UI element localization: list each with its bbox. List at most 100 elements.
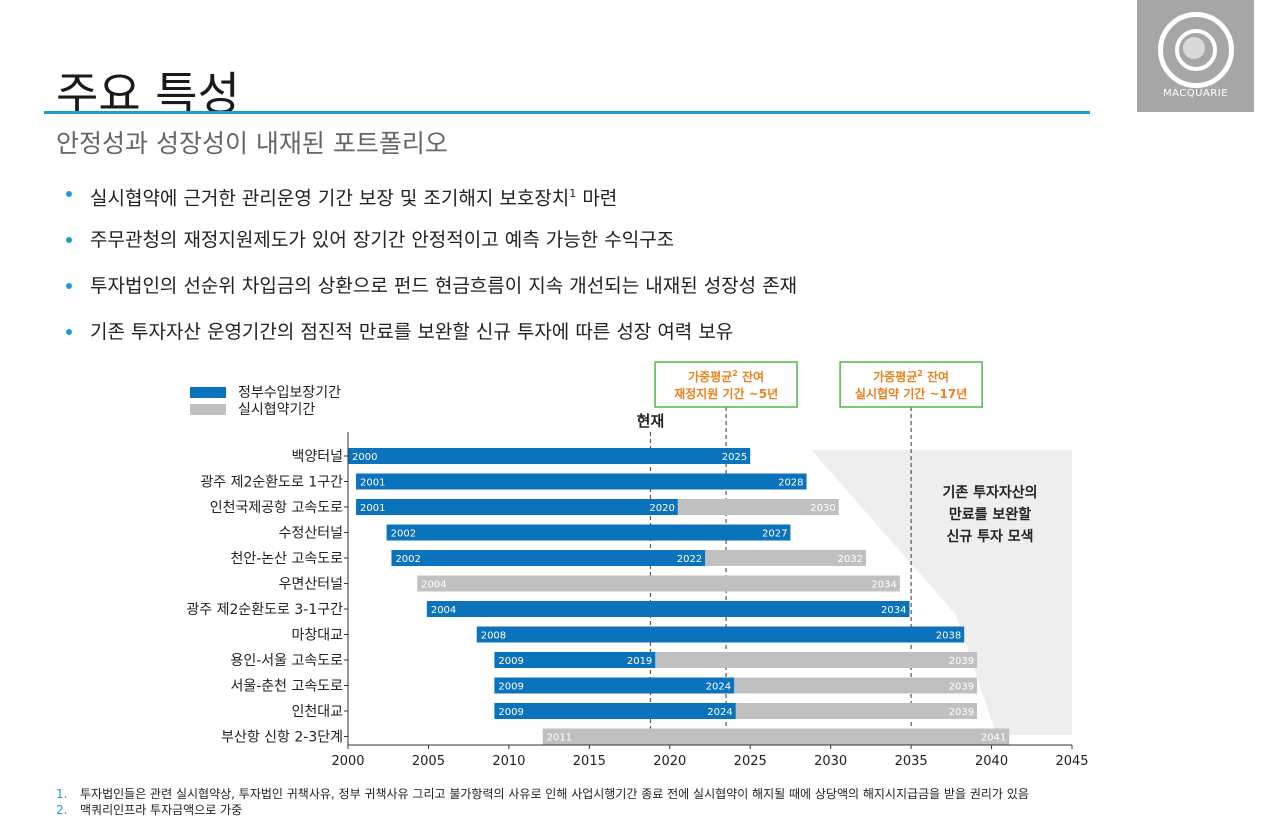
legend-swatch	[190, 404, 226, 415]
concession-bar	[542, 728, 1010, 745]
bullet-list: 실시협약에 근거한 관리운영 기간 보장 및 조기해지 보호장치1 마련 주무관…	[62, 176, 797, 360]
bar-start-label: 2002	[391, 529, 416, 540]
bar-start-label: 2002	[395, 554, 420, 565]
legend-label: 실시협약기간	[238, 402, 315, 418]
callout-line-1: 가중평균2 잔여	[688, 369, 764, 384]
bar-start-label: 2000	[352, 452, 377, 463]
project-label: 서울-춘천 고속도로	[230, 679, 343, 695]
bar-guarantee-end-label: 2038	[936, 631, 961, 642]
bullet-text: 기존 투자자산 운영기간의 점진적 만료를 보완할 신규 투자에 따른 성장 여…	[90, 321, 734, 343]
legend-label: 정부수입보장기간	[238, 385, 341, 401]
bar-guarantee-end-label: 2024	[706, 682, 731, 693]
x-tick-label: 2030	[814, 754, 847, 769]
x-tick-label: 2020	[653, 754, 686, 769]
bar-start-label: 2001	[360, 503, 385, 514]
guarantee-bar	[391, 550, 706, 566]
bar-start-label: 2001	[360, 478, 385, 489]
footnote-ref: 1	[569, 187, 577, 200]
project-label: 백양터널	[291, 449, 343, 465]
project-label: 용인-서울 고속도로	[230, 653, 343, 669]
bullet-text: 주무관청의 재정지원제도가 있어 장기간 안정적이고 예측 가능한 수익구조	[90, 229, 675, 251]
bullet-text: 실시협약에 근거한 관리운영 기간 보장 및 조기해지 보호장치	[90, 187, 570, 210]
bar-guarantee-end-label: 2027	[762, 529, 787, 540]
callout-line-2: 실시협약 기간 ~17년	[855, 386, 967, 401]
guarantee-bar	[356, 499, 678, 515]
x-tick-label: 2045	[1055, 754, 1088, 769]
guarantee-bar	[356, 473, 807, 490]
logo-text: MACQUARIE	[1162, 88, 1229, 99]
callout-line-1: 가중평균2 잔여	[873, 369, 949, 384]
project-label: 우면산터널	[279, 577, 343, 593]
bullet-text-suffix: 마련	[576, 187, 618, 210]
bar-guarantee-end-label: 2034	[881, 605, 906, 616]
bar-concession-end-label: 2039	[949, 682, 974, 693]
page-subtitle: 안정성과 성장성이 내재된 포트폴리오	[56, 129, 448, 158]
concession-bar	[705, 550, 867, 566]
footnote-1: 1. 투자법인들은 관련 실시협약상, 투자법인 귀책사유, 정부 귀책사유 그리…	[56, 786, 1029, 802]
side-note-line: 기존 투자자산의	[942, 484, 1037, 501]
guarantee-bar	[386, 524, 791, 541]
bar-start-label: 2009	[498, 656, 523, 667]
macquarie-logo: MACQUARIE	[1137, 0, 1254, 112]
callout-line-2: 재정지원 기간 ~5년	[674, 386, 778, 401]
bar-concession-end-label: 2030	[810, 503, 835, 514]
project-label: 부산항 신항 2-3단계	[221, 730, 343, 746]
bar-concession-end-label: 2039	[949, 707, 974, 718]
x-tick-label: 2035	[895, 754, 928, 769]
footnote-text: 맥쿼리인프라 투자금액으로 가중	[80, 803, 243, 817]
project-label: 천안-논산 고속도로	[230, 551, 343, 567]
x-tick-label: 2010	[492, 754, 525, 769]
guarantee-bar	[494, 703, 736, 719]
concession-bar	[677, 499, 839, 515]
bar-guarantee-end-label: 2025	[722, 452, 747, 463]
concession-bar	[735, 703, 978, 719]
callout-box	[654, 361, 798, 408]
bar-concession-end-label: 2032	[838, 554, 863, 565]
callout-box	[839, 361, 983, 408]
project-label: 수정산터널	[279, 526, 343, 542]
guarantee-bar	[426, 601, 910, 617]
bullet-item: 주무관청의 재정지원제도가 있어 장기간 안정적이고 예측 가능한 수익구조	[62, 222, 797, 268]
title-divider	[44, 111, 1090, 114]
current-marker-label: 현재	[637, 412, 665, 430]
project-label: 인천대교	[291, 704, 343, 720]
guarantee-bar	[494, 677, 735, 694]
bar-concession-end-label: 2034	[871, 580, 896, 591]
bullet-item: 기존 투자자산 운영기간의 점진적 만료를 보완할 신규 투자에 따른 성장 여…	[62, 314, 797, 360]
bar-start-label: 2008	[481, 631, 506, 642]
logo-core-icon	[1183, 37, 1205, 59]
bar-start-label: 2009	[498, 707, 523, 718]
concession-bar	[734, 677, 978, 694]
bar-start-label: 2011	[547, 733, 572, 744]
guarantee-bar	[348, 448, 751, 464]
concession-bar	[417, 575, 900, 592]
footnote-2: 2. 맥쿼리인프라 투자금액으로 가중	[56, 802, 1029, 818]
bar-guarantee-end-label: 2020	[649, 503, 674, 514]
new-investment-region	[811, 450, 1072, 735]
side-note-line: 만료를 보완할	[949, 506, 1031, 523]
bar-start-label: 2004	[431, 605, 456, 616]
logo-inner-ring-icon	[1175, 29, 1217, 71]
bullet-text: 투자법인의 선순위 차입금의 상환으로 펀드 현금흐름이 지속 개선되는 내재된…	[90, 275, 798, 297]
project-label: 광주 제2순환도로 1구간	[200, 475, 343, 491]
footnote-text: 투자법인들은 관련 실시협약상, 투자법인 귀책사유, 정부 귀책사유 그리고 …	[80, 787, 1029, 801]
footnotes: 1. 투자법인들은 관련 실시협약상, 투자법인 귀책사유, 정부 귀책사유 그리…	[56, 786, 1029, 818]
footnote-number: 1.	[56, 787, 68, 801]
bullet-item: 투자법인의 선순위 차입금의 상환으로 펀드 현금흐름이 지속 개선되는 내재된…	[62, 268, 797, 314]
bar-guarantee-end-label: 2024	[707, 707, 732, 718]
concession-bar	[655, 652, 978, 668]
project-label: 인천국제공항 고속도로	[210, 500, 343, 516]
guarantee-bar	[494, 652, 656, 668]
side-note-line: 신규 투자 모색	[946, 529, 1033, 545]
bar-concession-end-label: 2041	[981, 733, 1006, 744]
bar-guarantee-end-label: 2019	[627, 656, 652, 667]
footnote-number: 2.	[56, 803, 68, 817]
x-tick-label: 2040	[975, 754, 1008, 769]
bar-start-label: 2009	[498, 682, 523, 693]
x-tick-label: 2015	[573, 754, 606, 769]
x-tick-label: 2005	[412, 754, 445, 769]
project-label: 광주 제2순환도로 3-1구간	[186, 602, 343, 618]
project-label: 마창대교	[291, 628, 343, 644]
bullet-item: 실시협약에 근거한 관리운영 기간 보장 및 조기해지 보호장치1 마련	[62, 176, 797, 222]
